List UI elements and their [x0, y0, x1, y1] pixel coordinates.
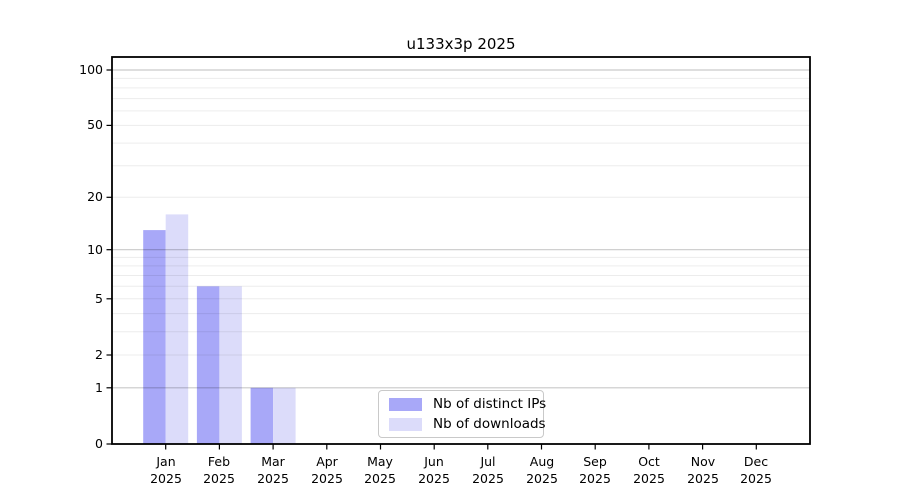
x-tick-label-apr: Apr 2025 [311, 454, 343, 486]
x-tick-label-oct: Oct 2025 [633, 454, 665, 486]
legend-swatch-downloads [389, 417, 422, 431]
x-tick-label-feb: Feb 2025 [203, 454, 235, 486]
legend-item-downloads: Nb of downloads [389, 415, 546, 432]
legend: Nb of distinct IPs Nb of downloads [378, 390, 547, 438]
x-tick-label-sep: Sep 2025 [579, 454, 611, 486]
bar-mar-series0 [250, 387, 274, 444]
x-tick-label-nov: Nov 2025 [687, 454, 719, 486]
x-tick-label-dec: Dec 2025 [740, 454, 772, 486]
y-tick-label-2: 2 [95, 347, 103, 362]
bar-feb-series0 [196, 286, 220, 444]
legend-item-distinct-ips: Nb of distinct IPs [389, 395, 547, 412]
y-tick-label-100: 100 [79, 62, 103, 77]
axes-frame [111, 56, 811, 445]
x-tick-label-jul: Jul 2025 [472, 454, 504, 486]
x-tick-label-aug: Aug 2025 [526, 454, 558, 486]
x-tick-label-jun: Jun 2025 [418, 454, 450, 486]
x-tick-label-may: May 2025 [364, 454, 396, 486]
legend-label-downloads: Nb of downloads [433, 415, 546, 432]
y-tick-label-20: 20 [87, 189, 103, 204]
chart-title: u133x3p 2025 [406, 35, 516, 53]
x-tick-label-jan: Jan 2025 [150, 454, 182, 486]
y-tick-label-0: 0 [95, 436, 103, 451]
y-tick-label-5: 5 [95, 291, 103, 306]
legend-label-distinct-ips: Nb of distinct IPs [433, 395, 547, 412]
x-tick-label-mar: Mar 2025 [257, 454, 289, 486]
y-tick-label-10: 10 [87, 242, 103, 257]
legend-swatch-distinct-ips [389, 397, 422, 411]
bar-mar-series1 [273, 387, 296, 444]
bar-jan-series0 [143, 230, 166, 444]
bar-feb-series1 [219, 286, 242, 444]
y-tick-label-50: 50 [87, 117, 103, 132]
bar-jan-series1 [165, 214, 189, 444]
y-tick-label-1: 1 [95, 380, 103, 395]
